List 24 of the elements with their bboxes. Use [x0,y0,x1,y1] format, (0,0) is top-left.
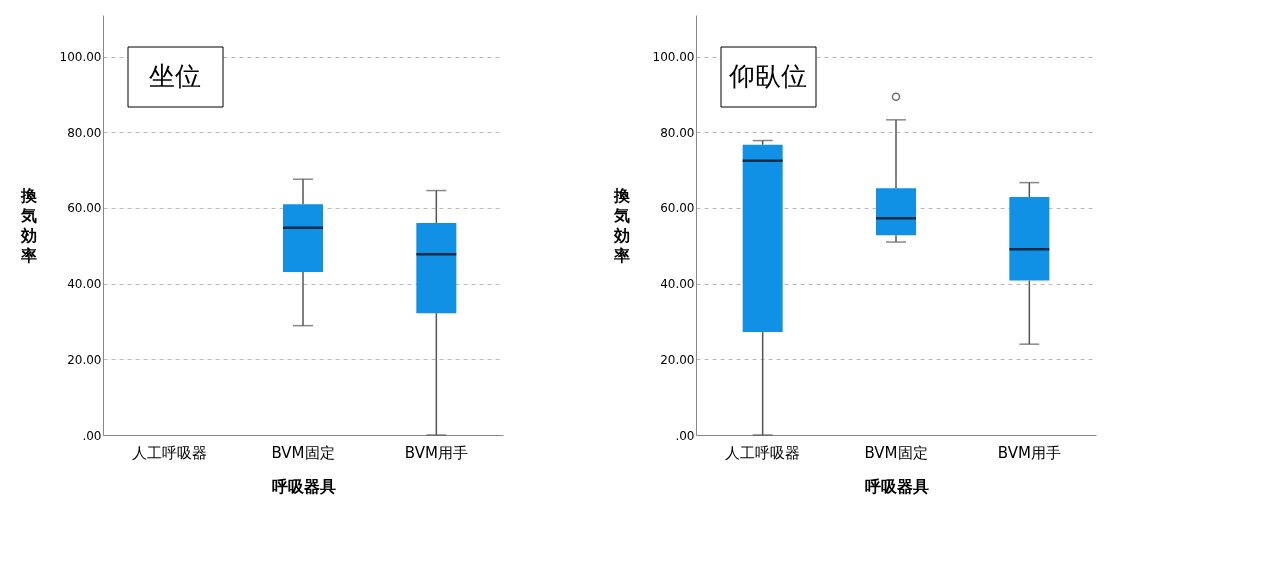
x-tick-label: 人工呼吸器 [132,443,208,462]
y-tick-label: 80.00 [67,125,102,140]
y-tick-label: 100.00 [652,50,695,65]
y-tick-label: .00 [82,428,102,443]
y-axis-title: 換気効率 [19,185,38,265]
y-axis-title: 換気効率 [612,185,631,265]
y-tick-label: 40.00 [660,277,695,292]
y-tick-label: 40.00 [67,277,102,292]
y-tick-label: 60.00 [660,201,695,216]
x-tick-label: BVM用手 [404,443,468,462]
y-tick-label: 60.00 [67,201,102,216]
x-axis-title: 呼吸器具 [271,476,336,496]
x-axis-title: 呼吸器具 [864,476,929,496]
x-tick-label: BVM固定 [864,443,928,462]
annotation: 坐位 [149,61,201,91]
x-tick-label: BVM用手 [997,443,1061,462]
y-tick-label: 20.00 [660,352,695,367]
y-tick-label: 20.00 [67,352,102,367]
y-tick-label: 100.00 [59,50,102,65]
x-tick-label: 人工呼吸器 [725,443,801,462]
y-tick-label: .00 [675,428,695,443]
annotation: 仰臥位 [729,61,807,91]
x-tick-label: BVM固定 [271,443,335,462]
y-tick-label: 80.00 [660,125,695,140]
